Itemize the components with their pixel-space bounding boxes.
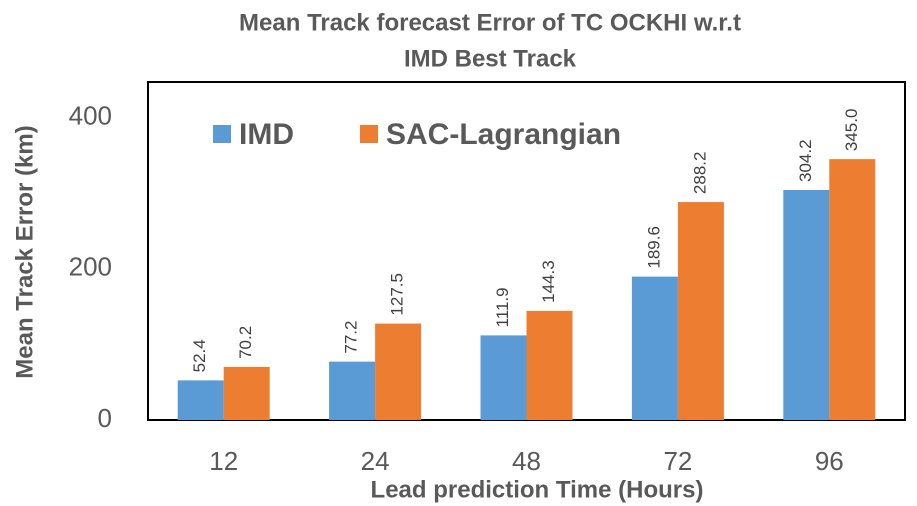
bar — [480, 335, 527, 420]
x-tick-label: 96 — [815, 446, 844, 476]
chart-title: Mean Track forecast Error of TC OCKHI w.… — [239, 9, 741, 36]
bar — [329, 361, 376, 420]
value-label: 288.2 — [690, 152, 709, 195]
bar — [526, 310, 573, 420]
x-tick-label: 12 — [209, 446, 238, 476]
legend-swatch — [213, 125, 231, 143]
value-label: 144.3 — [539, 260, 558, 303]
value-label: 70.2 — [236, 326, 255, 359]
bar — [783, 189, 830, 420]
value-label: 304.2 — [796, 139, 815, 182]
bar — [223, 366, 270, 420]
y-tick-label: 0 — [98, 403, 112, 433]
y-axis-label: Mean Track Error (km) — [11, 125, 38, 378]
bar — [375, 323, 422, 420]
x-axis-label: Lead prediction Time (Hours) — [371, 476, 704, 503]
y-tick-label: 200 — [69, 252, 112, 282]
legend-swatch — [360, 125, 378, 143]
bar — [677, 202, 724, 420]
value-label: 77.2 — [342, 321, 361, 354]
x-tick-label: 24 — [361, 446, 390, 476]
value-label: 345.0 — [842, 109, 861, 152]
bar — [631, 276, 678, 420]
value-label: 52.4 — [190, 339, 209, 372]
bar — [177, 380, 224, 420]
x-tick-label: 72 — [663, 446, 692, 476]
legend-label: IMD — [239, 118, 294, 151]
y-tick-label: 400 — [69, 100, 112, 130]
value-label: 127.5 — [388, 273, 407, 316]
bar — [829, 159, 876, 421]
x-tick-label: 48 — [512, 446, 541, 476]
legend-label: SAC-Lagrangian — [386, 118, 621, 151]
value-label: 111.9 — [493, 287, 512, 327]
chart-title: IMD Best Track — [404, 45, 577, 72]
value-label: 189.6 — [644, 226, 663, 269]
